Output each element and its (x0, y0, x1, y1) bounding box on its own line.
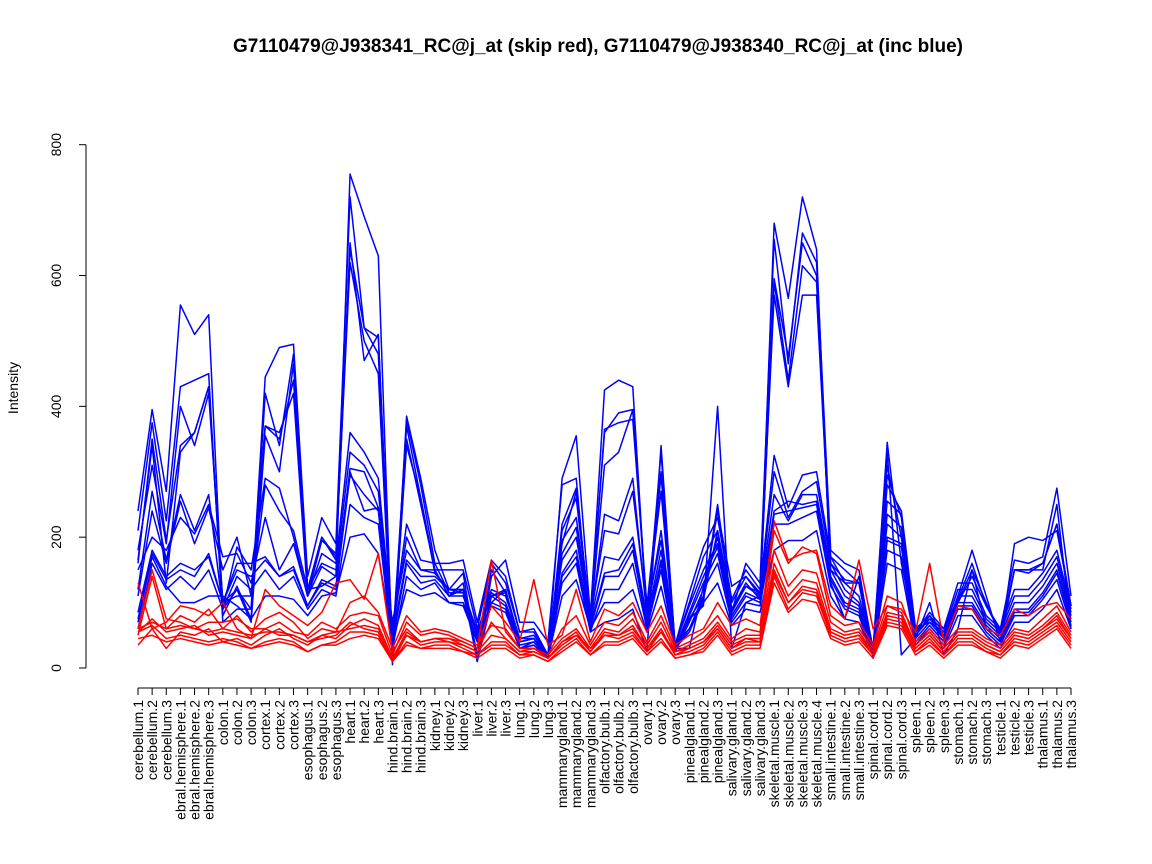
x-tick-label: stomach.2 (964, 700, 980, 765)
x-tick-label: mammarygland.2 (568, 700, 584, 808)
x-tick-label: ovary.3 (667, 700, 683, 745)
x-tick-label: olfactory.bulb.1 (597, 700, 613, 794)
x-tick-label: spinal.cord.2 (879, 700, 895, 780)
x-tick-label: skeletal.muscle.4 (809, 700, 825, 808)
x-tick-label: lung.2 (526, 700, 542, 738)
series-line-19 (137, 572, 1072, 659)
x-tick-label: colon.3 (243, 700, 259, 745)
x-tick-label: thalamus.1 (1035, 700, 1051, 769)
x-tick-label: ovary.2 (653, 700, 669, 745)
series-line-15 (137, 549, 1072, 656)
x-tick-label: mammarygland.1 (554, 700, 570, 808)
series-line-20 (137, 582, 1072, 663)
x-tick-label: heart.2 (356, 700, 372, 744)
x-tick-label: salivary.gland.3 (752, 700, 768, 796)
series-line-3 (137, 242, 1072, 666)
x-tick-label: liver.2 (483, 700, 499, 737)
x-tick-label: small.intestine.3 (851, 700, 867, 801)
x-axis: cerebellum.1cerebellum.2cerebellum.3ebra… (130, 687, 1079, 820)
series-line-4 (137, 261, 1072, 663)
x-tick-label: liver.3 (498, 700, 514, 737)
x-tick-label: ebral.hemisphere.1 (172, 700, 188, 820)
x-tick-label: cerebellum.3 (158, 700, 174, 780)
x-tick-label: spleen.2 (922, 700, 938, 753)
y-tick-label: 200 (48, 525, 64, 549)
series-line-17 (137, 569, 1072, 663)
y-tick-label: 400 (48, 395, 64, 419)
x-tick-label: kidney.3 (455, 700, 471, 751)
x-tick-label: pinealgland.1 (681, 700, 697, 784)
x-tick-label: cerebellum.1 (130, 700, 146, 780)
y-tick-label: 600 (48, 264, 64, 288)
series-line-13 (137, 529, 1072, 656)
x-tick-label: thalamus.2 (1049, 700, 1065, 769)
x-tick-label: colon.1 (215, 700, 231, 745)
x-tick-label: salivary.gland.2 (738, 700, 754, 796)
x-tick-label: kidney.1 (427, 700, 443, 751)
x-tick-label: cortex.2 (271, 700, 287, 750)
x-tick-label: spinal.cord.3 (893, 700, 909, 780)
x-tick-label: skeletal.muscle.2 (780, 700, 796, 808)
x-tick-label: thalamus.3 (1063, 700, 1079, 769)
x-tick-label: spleen.3 (936, 700, 952, 753)
x-tick-label: lung.3 (540, 700, 556, 738)
y-tick-label: 800 (48, 133, 64, 157)
y-tick-label: 0 (48, 664, 64, 672)
x-tick-label: olfactory.bulb.3 (625, 700, 641, 794)
x-tick-label: small.intestine.2 (837, 700, 853, 801)
x-tick-label: cerebellum.2 (144, 700, 160, 780)
x-tick-label: testicle.1 (992, 700, 1008, 755)
x-tick-label: pinealgland.2 (696, 700, 712, 784)
x-tick-label: cortex.1 (257, 700, 273, 750)
x-tick-label: cortex.3 (286, 700, 302, 750)
x-tick-label: skeletal.muscle.3 (794, 700, 810, 808)
y-axis: 0 200 400 600 800 (48, 133, 87, 672)
x-tick-label: skeletal.muscle.1 (766, 700, 782, 808)
x-tick-label: ebral.hemisphere.3 (201, 700, 217, 820)
x-tick-label: stomach.3 (978, 700, 994, 765)
x-tick-label: testicle.2 (1007, 700, 1023, 755)
x-tick-label: mammarygland.3 (582, 700, 598, 808)
series-line-14 (137, 520, 1072, 653)
x-tick-label: esophagus.3 (328, 700, 344, 780)
x-tick-label: pinealgland.3 (710, 700, 726, 784)
x-tick-label: liver.1 (469, 700, 485, 737)
x-tick-label: colon.2 (229, 700, 245, 745)
chart-title: G7110479@J938341_RC@j_at (skip red), G71… (233, 36, 963, 57)
series-line-5 (137, 248, 1072, 659)
x-tick-label: heart.1 (342, 700, 358, 744)
x-tick-label: olfactory.bulb.2 (611, 700, 627, 794)
x-tick-label: kidney.2 (441, 700, 457, 751)
series-line-18 (137, 575, 1072, 663)
x-tick-label: salivary.gland.1 (724, 700, 740, 796)
x-tick-label: ovary.1 (639, 700, 655, 745)
x-tick-label: stomach.1 (950, 700, 966, 765)
x-tick-label: testicle.3 (1021, 700, 1037, 755)
x-tick-label: spinal.cord.1 (865, 700, 881, 780)
x-tick-label: small.intestine.1 (823, 700, 839, 801)
x-tick-label: ebral.hemisphere.2 (187, 700, 203, 820)
x-tick-label: lung.1 (512, 700, 528, 738)
x-tick-label: hind.brain.2 (399, 700, 415, 773)
x-tick-label: hind.brain.3 (413, 700, 429, 773)
x-tick-label: hind.brain.1 (385, 700, 401, 773)
series-layer (137, 173, 1072, 666)
x-tick-label: esophagus.1 (300, 700, 316, 780)
x-tick-label: esophagus.2 (314, 700, 330, 780)
y-axis-label: Intensity (5, 362, 21, 414)
x-tick-label: spleen.1 (908, 700, 924, 753)
x-tick-label: heart.3 (370, 700, 386, 744)
